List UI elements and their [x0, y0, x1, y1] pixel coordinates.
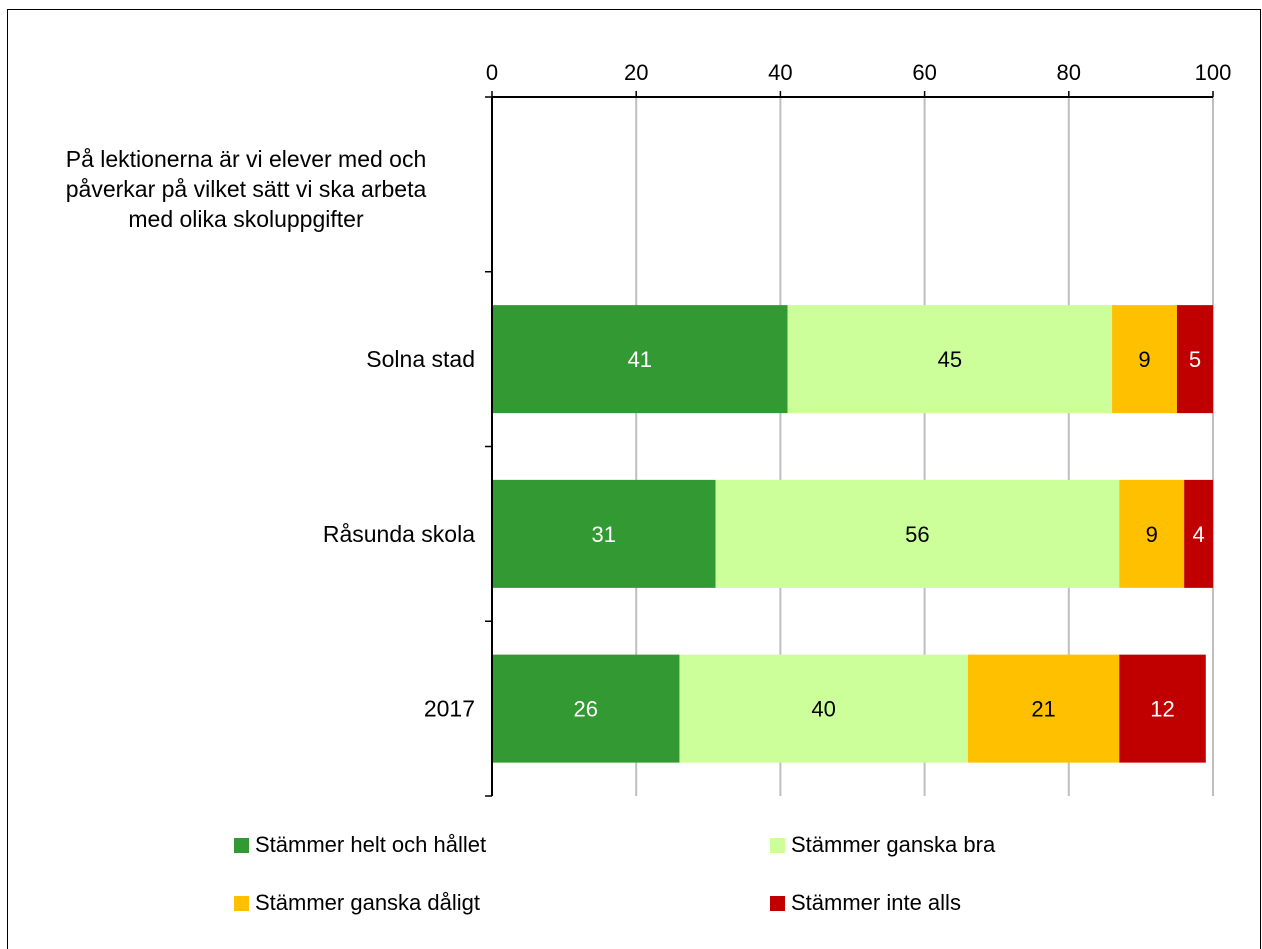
data-label: 31: [592, 522, 616, 547]
legend-item: Stämmer ganska dåligt: [234, 890, 480, 916]
legend-label: Stämmer helt och hållet: [255, 832, 487, 857]
data-label: 56: [905, 522, 929, 547]
legend-item: Stämmer inte alls: [770, 890, 961, 916]
x-tick-label: 80: [1057, 60, 1081, 85]
bar-segment: [967, 654, 1120, 763]
category-label: Råsunda skola: [323, 521, 475, 547]
data-label: 12: [1150, 697, 1174, 722]
x-tick-label: 0: [486, 60, 498, 85]
bar-segment: [1119, 479, 1185, 588]
bar-segment: [492, 305, 788, 414]
data-label: 41: [628, 347, 652, 372]
category-label: Solna stad: [366, 346, 475, 372]
x-tick-labels: 0 20 40 60 80 100: [486, 60, 1231, 85]
chart-frame: [7, 9, 1261, 949]
data-label: 4: [1192, 522, 1204, 547]
category-label: På lektionerna är vi elever med och påver…: [66, 146, 427, 232]
bar-segment: [679, 654, 968, 763]
legend-swatch: [234, 895, 249, 911]
bar-segment: [1176, 305, 1213, 414]
legend-label: Stämmer ganska bra: [791, 832, 996, 857]
data-labels: 41 45 9 5 31 56 9 4 26 40 21 12: [573, 347, 1204, 722]
bar-segment: [1119, 654, 1206, 763]
bar-segment: [1112, 305, 1177, 414]
axes: [485, 91, 1214, 797]
data-label: 5: [1189, 347, 1201, 372]
x-tick-label: 100: [1195, 60, 1232, 85]
legend-swatch: [770, 895, 785, 911]
x-tick-label: 40: [768, 60, 792, 85]
legend-item: Stämmer ganska bra: [770, 832, 995, 858]
legend-swatch: [234, 837, 249, 853]
bars: [492, 305, 1213, 763]
data-label: 26: [573, 697, 597, 722]
data-label: 9: [1146, 522, 1158, 547]
legend-swatch: [770, 837, 785, 853]
bar-segment: [492, 479, 716, 588]
legend-item: Stämmer helt och hållet: [234, 832, 486, 858]
legend-label: Stämmer inte alls: [791, 890, 961, 915]
x-tick-label: 20: [624, 60, 648, 85]
bar-segment: [787, 305, 1113, 414]
data-label: 21: [1031, 697, 1055, 722]
bar-segment: [492, 654, 680, 763]
category-label: 2017: [424, 696, 475, 722]
bar-segment: [715, 479, 1120, 588]
data-label: 9: [1138, 347, 1150, 372]
bar-segment: [1184, 479, 1213, 588]
legend-label: Stämmer ganska dåligt: [255, 890, 480, 915]
data-label: 45: [938, 347, 962, 372]
x-tick-label: 60: [912, 60, 936, 85]
category-labels: På lektionerna är vi elever med och påver…: [66, 146, 475, 722]
data-label: 40: [811, 697, 835, 722]
